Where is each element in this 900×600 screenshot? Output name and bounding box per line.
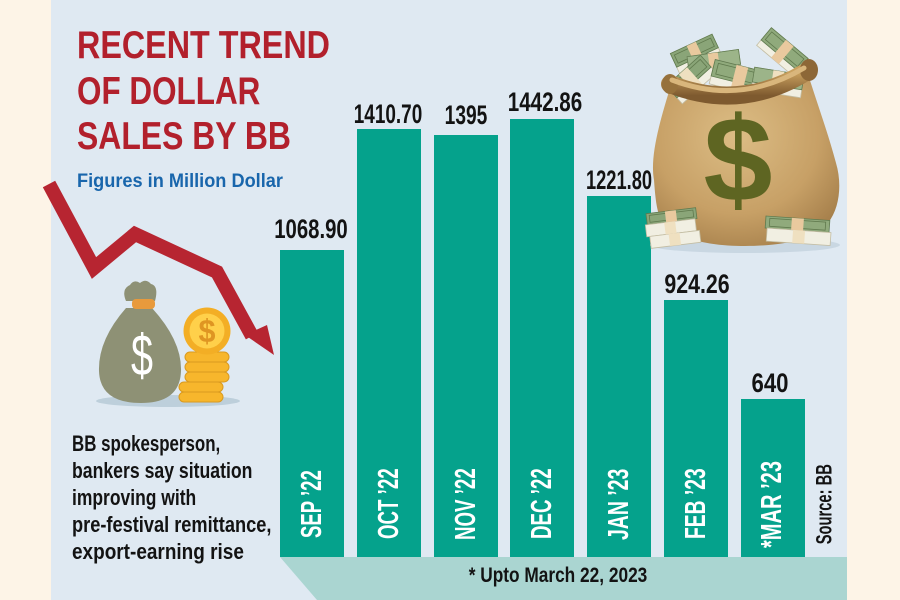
svg-text:$: $ xyxy=(199,313,216,349)
svg-text:$: $ xyxy=(704,91,773,227)
svg-text:$: $ xyxy=(131,323,153,388)
